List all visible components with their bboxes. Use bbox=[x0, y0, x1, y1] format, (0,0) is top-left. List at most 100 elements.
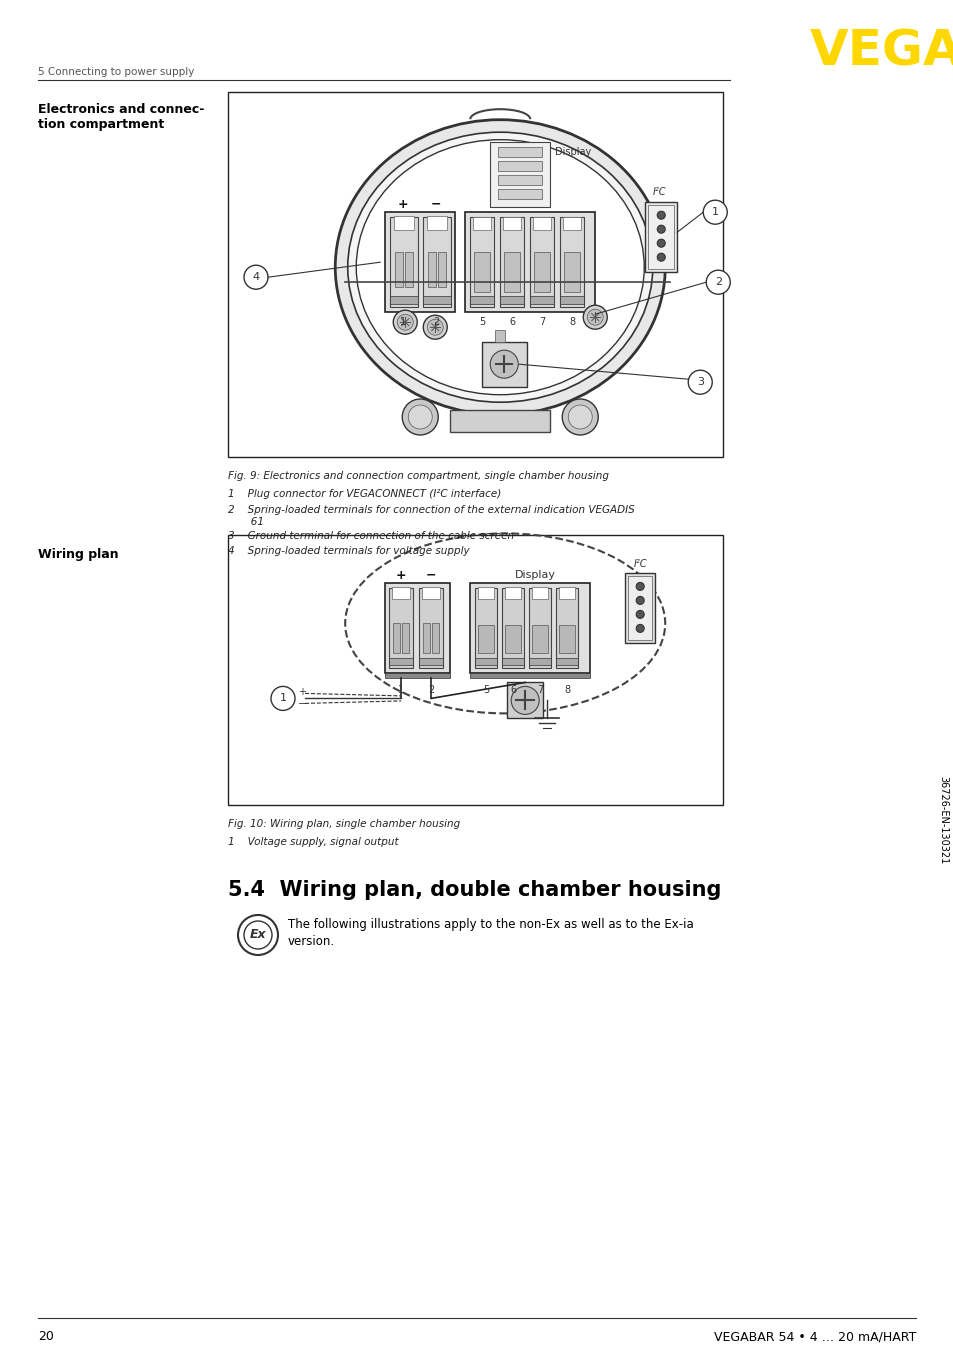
Circle shape bbox=[568, 405, 592, 429]
Text: tion compartment: tion compartment bbox=[38, 118, 164, 131]
Bar bbox=[529, 658, 551, 665]
Circle shape bbox=[587, 309, 602, 325]
Bar bbox=[228, 92, 722, 458]
Bar bbox=[392, 588, 410, 600]
Bar bbox=[624, 573, 655, 643]
Bar bbox=[418, 589, 443, 669]
Bar bbox=[405, 252, 413, 287]
Bar bbox=[507, 682, 542, 719]
Bar bbox=[402, 623, 409, 654]
Bar bbox=[505, 626, 520, 654]
Bar bbox=[559, 297, 583, 305]
Bar bbox=[389, 589, 413, 669]
Bar bbox=[394, 217, 414, 230]
Bar bbox=[465, 213, 595, 313]
Circle shape bbox=[657, 225, 664, 233]
Bar bbox=[393, 623, 399, 654]
Circle shape bbox=[705, 271, 729, 294]
Circle shape bbox=[657, 240, 664, 248]
Text: Display: Display bbox=[555, 148, 591, 157]
Text: The following illustrations apply to the non-Ex as well as to the Ex-ia: The following illustrations apply to the… bbox=[288, 918, 693, 932]
Text: −: − bbox=[297, 700, 306, 709]
Bar bbox=[477, 588, 494, 600]
Bar bbox=[530, 297, 554, 305]
Circle shape bbox=[687, 370, 712, 394]
Text: Display: Display bbox=[515, 570, 555, 581]
Text: 6: 6 bbox=[509, 317, 515, 328]
Text: Wiring plan: Wiring plan bbox=[38, 548, 118, 561]
Bar bbox=[499, 297, 524, 305]
Text: 5: 5 bbox=[482, 685, 489, 696]
Circle shape bbox=[244, 921, 272, 949]
Text: 20: 20 bbox=[38, 1331, 53, 1343]
Text: 36726-EN-130321: 36726-EN-130321 bbox=[937, 776, 947, 864]
Circle shape bbox=[427, 320, 443, 336]
Text: Fig. 9: Electronics and connection compartment, single chamber housing: Fig. 9: Electronics and connection compa… bbox=[228, 471, 608, 481]
Circle shape bbox=[636, 596, 643, 604]
Text: 8: 8 bbox=[563, 685, 570, 696]
Bar bbox=[385, 213, 455, 313]
Text: −: − bbox=[425, 569, 436, 582]
Bar bbox=[418, 658, 443, 665]
Bar bbox=[432, 623, 438, 654]
Bar bbox=[532, 626, 548, 654]
Bar bbox=[473, 217, 491, 230]
Circle shape bbox=[657, 211, 664, 219]
Text: 7: 7 bbox=[537, 685, 543, 696]
Text: −: − bbox=[431, 198, 441, 211]
Text: 5 Connecting to power supply: 5 Connecting to power supply bbox=[38, 66, 194, 77]
Bar bbox=[423, 297, 451, 305]
Bar bbox=[490, 142, 550, 207]
Bar bbox=[395, 252, 403, 287]
Bar bbox=[390, 217, 417, 307]
Circle shape bbox=[657, 253, 664, 261]
Text: Fig. 10: Wiring plan, single chamber housing: Fig. 10: Wiring plan, single chamber hou… bbox=[228, 819, 459, 829]
Text: 3: 3 bbox=[696, 378, 703, 387]
Circle shape bbox=[702, 200, 726, 225]
Ellipse shape bbox=[355, 139, 643, 395]
Bar bbox=[534, 252, 550, 292]
Circle shape bbox=[423, 315, 447, 340]
Bar bbox=[423, 623, 430, 654]
Bar bbox=[532, 588, 548, 600]
Text: VEGA: VEGA bbox=[809, 28, 953, 76]
Bar bbox=[497, 148, 541, 157]
Bar bbox=[495, 330, 505, 343]
Text: VEGABAR 54 • 4 … 20 mA/HART: VEGABAR 54 • 4 … 20 mA/HART bbox=[713, 1331, 915, 1343]
Bar bbox=[385, 673, 450, 678]
Bar bbox=[499, 217, 524, 307]
Circle shape bbox=[396, 314, 413, 330]
Text: Ex: Ex bbox=[250, 929, 266, 941]
Text: 4: 4 bbox=[253, 272, 259, 282]
Bar bbox=[648, 206, 674, 269]
Text: 3    Ground terminal for connection of the cable screen: 3 Ground terminal for connection of the … bbox=[228, 531, 514, 542]
Circle shape bbox=[490, 351, 517, 378]
Bar bbox=[533, 217, 551, 230]
Bar bbox=[503, 217, 520, 230]
Bar bbox=[482, 343, 527, 387]
Text: 1: 1 bbox=[397, 685, 404, 696]
Text: 1    Voltage supply, signal output: 1 Voltage supply, signal output bbox=[228, 837, 398, 848]
Text: I²C: I²C bbox=[633, 559, 646, 570]
Text: 4    Spring-loaded terminals for voltage supply: 4 Spring-loaded terminals for voltage su… bbox=[228, 546, 469, 556]
Bar bbox=[562, 217, 580, 230]
Circle shape bbox=[271, 686, 294, 711]
Text: 6: 6 bbox=[510, 685, 516, 696]
Bar bbox=[470, 297, 494, 305]
Bar bbox=[427, 217, 447, 230]
Text: 1    Plug connector for VEGACONNECT (I²C interface): 1 Plug connector for VEGACONNECT (I²C in… bbox=[228, 489, 500, 500]
Text: I²C: I²C bbox=[652, 187, 665, 198]
Circle shape bbox=[636, 624, 643, 632]
Bar bbox=[428, 252, 436, 287]
Bar bbox=[627, 577, 652, 640]
Text: version.: version. bbox=[288, 936, 335, 948]
Circle shape bbox=[561, 399, 598, 435]
Bar bbox=[450, 410, 550, 432]
Bar bbox=[422, 588, 439, 600]
Bar bbox=[470, 584, 590, 673]
Text: 2: 2 bbox=[433, 317, 439, 328]
Bar bbox=[228, 535, 722, 806]
Bar bbox=[475, 589, 497, 669]
Bar bbox=[501, 658, 523, 665]
Text: 5.4  Wiring plan, double chamber housing: 5.4 Wiring plan, double chamber housing bbox=[228, 880, 720, 900]
